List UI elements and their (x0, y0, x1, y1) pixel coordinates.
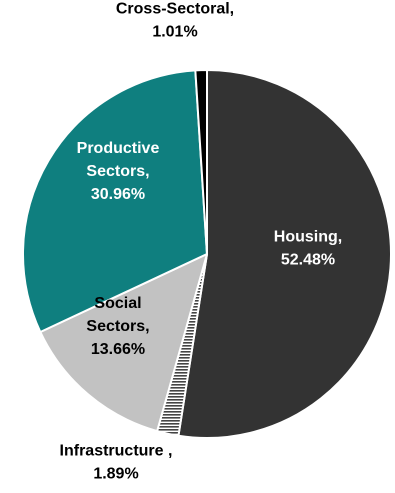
pie-slices (22, 68, 392, 439)
slice-label-line: Sectors, (86, 318, 149, 335)
slice-label-line: Housing, (274, 229, 342, 246)
slice-label-line: 1.01% (152, 24, 197, 41)
slice-label-cross-sectoral: Cross-Sectoral, 1.01% (116, 1, 234, 41)
slice-label-line: Productive (77, 140, 160, 157)
slice-label-housing: Housing, 52.48% (274, 229, 342, 269)
slice-label-line: Social (94, 295, 141, 312)
slice-label-line: 30.96% (91, 186, 145, 203)
slice-label-line: 52.48% (281, 252, 335, 269)
slice-label-line: Infrastructure , (60, 443, 173, 460)
slice-label-line: 1.89% (93, 466, 138, 483)
slice-label-infrastructure: Infrastructure , 1.89% (60, 443, 173, 483)
pie-slice-cross-sectoral (194, 68, 208, 255)
slice-label-line: Sectors, (86, 163, 149, 180)
slice-label-productive-sectors: Productive Sectors, 30.96% (77, 140, 160, 203)
pie-labels: Housing, 52.48% Infrastructure , 1.89% Socia… (60, 1, 343, 483)
pie-slice-housing (177, 69, 392, 439)
slice-label-line: Cross-Sectoral, (116, 1, 234, 18)
slice-label-social-sectors: Social Sectors, 13.66% (86, 295, 149, 358)
pie-slice-productive-sectors (22, 69, 208, 334)
slice-label-line: 13.66% (91, 341, 145, 358)
pie-slice-social-sectors (39, 253, 208, 433)
